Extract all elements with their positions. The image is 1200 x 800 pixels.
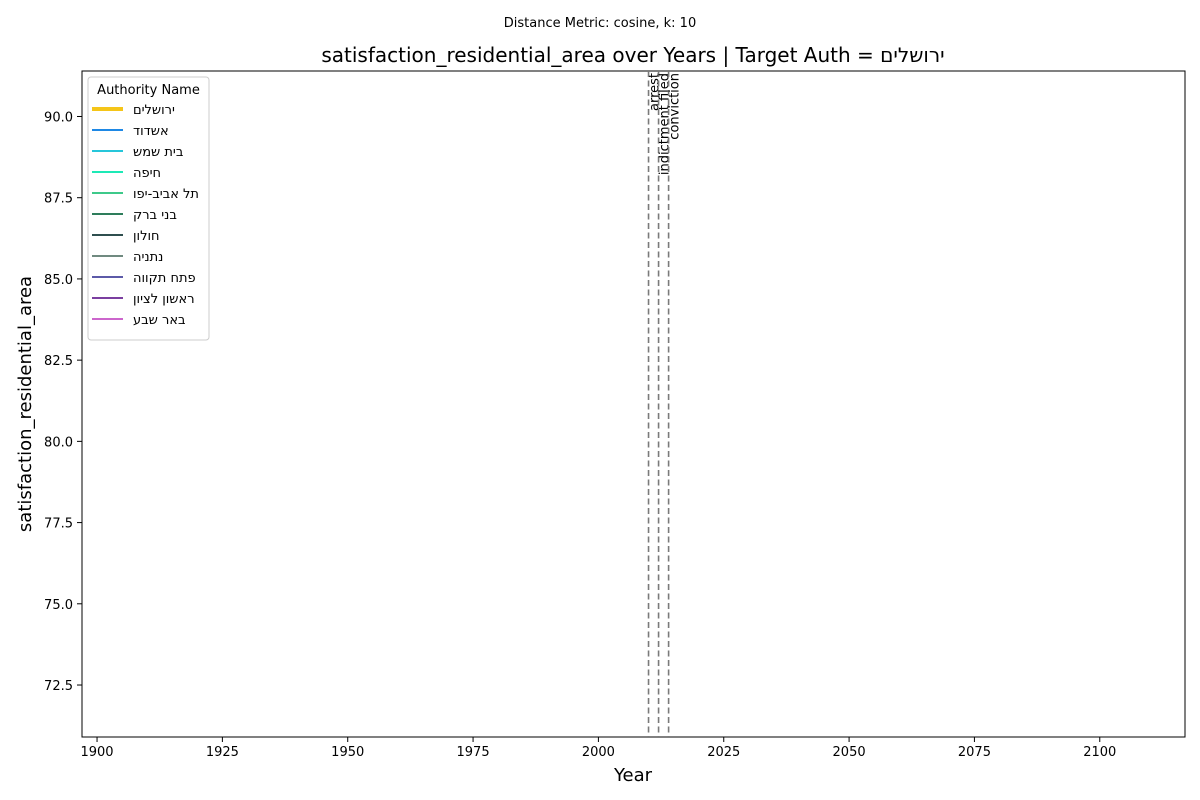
legend-entry-label: חולון xyxy=(133,229,160,244)
y-tick-label: 85.0 xyxy=(44,273,73,288)
chart-title: satisfaction_residential_area over Years… xyxy=(321,43,944,67)
legend-entry-label: ירושלים xyxy=(133,103,175,118)
legend-entry-label: פתח תקווה xyxy=(133,271,196,286)
plot-area xyxy=(81,70,1186,738)
x-tick-label: 1925 xyxy=(206,745,239,760)
x-tick-label: 2100 xyxy=(1083,745,1116,760)
y-tick-label: 82.5 xyxy=(44,354,73,369)
x-tick-label: 1975 xyxy=(457,745,490,760)
y-tick-label: 77.5 xyxy=(44,517,73,532)
legend-entry-label: אשדוד xyxy=(133,124,169,139)
x-tick-label: 1900 xyxy=(80,745,113,760)
plot-frame xyxy=(81,70,1186,738)
legend-title: Authority Name xyxy=(97,83,200,98)
chart-suptitle: Distance Metric: cosine, k: 10 xyxy=(504,16,696,31)
y-tick-label: 80.0 xyxy=(44,435,73,450)
x-tick-label: 1950 xyxy=(331,745,364,760)
x-axis-label: Year xyxy=(613,765,653,786)
x-axis: 1900 1925 1950 1975 2000 2025 2050 2075 2100 xyxy=(80,737,1116,760)
y-tick-label: 90.0 xyxy=(44,110,73,125)
legend: Authority Name ירושלים אשדוד בית שמש חיפה תל … xyxy=(87,76,210,341)
legend-entry-label: ראשון לציון xyxy=(133,292,195,307)
legend-entry-label: תל אביב-יפו xyxy=(133,187,199,202)
y-axis-label: satisfaction_residential_area xyxy=(15,276,36,532)
legend-entry-label: בני ברק xyxy=(133,208,177,223)
x-tick-label: 2025 xyxy=(707,745,740,760)
x-tick-label: 2000 xyxy=(582,745,615,760)
legend-entry-label: נתניה xyxy=(133,250,163,265)
legend-box xyxy=(87,76,210,341)
legend-entry-label: חיפה xyxy=(133,166,161,181)
y-axis: 72.5 75.0 77.5 80.0 82.5 85.0 87.5 90.0 xyxy=(44,110,82,694)
legend-entry-label: באר שבע xyxy=(133,313,186,328)
x-tick-label: 2075 xyxy=(958,745,991,760)
y-tick-label: 72.5 xyxy=(44,679,73,694)
x-tick-label: 2050 xyxy=(833,745,866,760)
event-label: conviction xyxy=(668,73,683,140)
legend-entry-label: בית שמש xyxy=(133,145,183,160)
y-tick-label: 75.0 xyxy=(44,598,73,613)
y-tick-label: 87.5 xyxy=(44,192,73,207)
